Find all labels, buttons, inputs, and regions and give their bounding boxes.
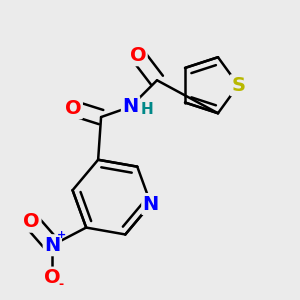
Text: S: S: [231, 76, 245, 95]
Text: N: N: [44, 236, 60, 255]
Text: O: O: [23, 212, 40, 231]
Text: H: H: [140, 102, 153, 117]
Text: O: O: [130, 46, 146, 65]
Text: -: -: [58, 278, 64, 292]
Text: O: O: [44, 268, 61, 287]
Text: N: N: [143, 194, 159, 214]
Text: O: O: [65, 99, 81, 118]
Text: N: N: [122, 97, 139, 116]
Text: +: +: [56, 230, 66, 240]
